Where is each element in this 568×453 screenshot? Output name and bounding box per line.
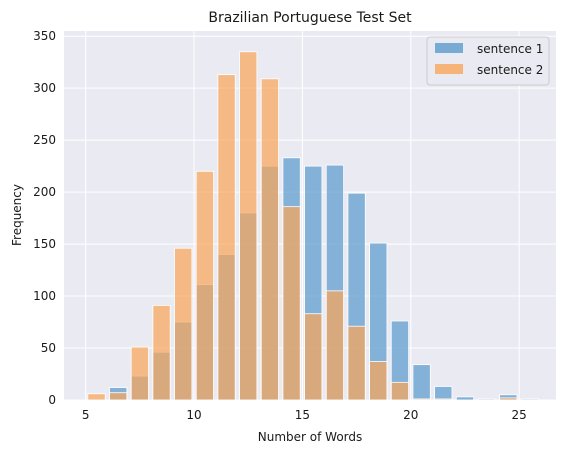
bar-series-1 (477, 398, 496, 401)
legend-swatch-sentence-2 (435, 64, 463, 74)
bar-series-2 (130, 346, 149, 401)
bar-series-2 (412, 398, 431, 401)
bar-series-2 (87, 393, 106, 401)
y-tick-label: 200 (33, 185, 56, 199)
bar-series-2 (347, 325, 366, 401)
y-tick-label: 250 (33, 133, 56, 147)
y-tick-label: 50 (41, 341, 56, 355)
bar-series-2 (325, 290, 344, 401)
bar-series-2 (239, 51, 258, 401)
tick-labels: 0 50 100 150 200 250 300 350 5 10 15 20 25 (33, 29, 527, 422)
y-axis-label: Frequency (10, 184, 24, 246)
bar-series-1 (434, 386, 453, 401)
legend-label-sentence-2: sentence 2 (477, 63, 543, 77)
bar-series-2 (260, 78, 279, 401)
x-tick-label: 5 (82, 408, 90, 422)
bar-series-1 (412, 364, 431, 401)
legend-label-sentence-1: sentence 1 (477, 42, 543, 56)
bar-series-2 (434, 398, 453, 401)
x-tick-label: 15 (295, 408, 310, 422)
legend: sentence 1 sentence 2 (426, 36, 550, 86)
bar-series-2 (499, 397, 518, 401)
x-tick-label: 25 (512, 408, 527, 422)
y-tick-label: 0 (48, 393, 56, 407)
bar-series-2 (109, 392, 128, 401)
x-axis-label: Number of Words (258, 430, 363, 444)
bar-series-2 (217, 74, 236, 401)
bar-series-2 (152, 305, 171, 401)
bar-series-1 (520, 398, 540, 401)
y-tick-label: 350 (33, 29, 56, 43)
bar-series-1 (455, 396, 475, 401)
y-tick-label: 300 (33, 81, 56, 95)
bar-series-2 (390, 381, 410, 401)
bar-series-2 (304, 313, 323, 401)
legend-swatch-sentence-1 (435, 43, 463, 53)
bar-series-2 (282, 206, 301, 401)
y-tick-label: 100 (33, 289, 56, 303)
bar-series-2 (174, 247, 193, 401)
bar-series-2 (369, 361, 388, 401)
x-tick-label: 20 (403, 408, 418, 422)
y-tick-label: 150 (33, 237, 56, 251)
bar-series-2 (195, 170, 214, 401)
x-tick-label: 10 (186, 408, 201, 422)
grid (64, 31, 556, 401)
chart-title: Brazilian Portuguese Test Set (208, 10, 412, 26)
bars (87, 51, 540, 401)
